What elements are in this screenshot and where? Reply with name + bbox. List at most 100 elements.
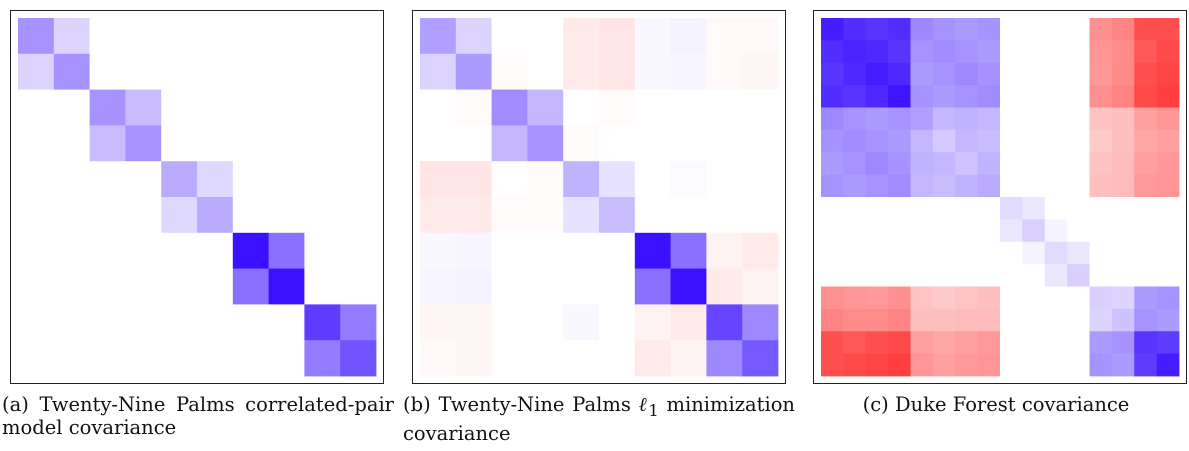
heatmap-cell	[527, 89, 564, 126]
heatmap-cell	[1156, 107, 1180, 131]
heatmap-cell	[197, 18, 234, 55]
heatmap-cell	[821, 219, 844, 243]
heatmap-cell	[599, 268, 636, 305]
heatmap-cell	[742, 232, 779, 269]
heatmap-cell	[865, 129, 889, 153]
heatmap-cell	[340, 268, 377, 305]
heatmap-cell	[843, 331, 867, 355]
heatmap-cell	[1000, 308, 1023, 332]
heatmap-cell	[1044, 152, 1068, 176]
heatmap-cell	[910, 152, 934, 176]
heatmap-cell	[888, 85, 911, 108]
heatmap-cell	[1044, 62, 1068, 86]
heatmap-cell	[599, 161, 636, 198]
heatmap-cell	[1134, 308, 1158, 332]
heatmap-cell	[932, 331, 956, 355]
heatmap-cell	[821, 331, 844, 355]
heatmap-a	[10, 10, 384, 384]
heatmap-frame	[813, 10, 1187, 384]
heatmap-cell	[53, 232, 90, 269]
heatmap-cell	[563, 53, 600, 90]
heatmap-cell	[865, 174, 889, 198]
heatmap-cell	[1022, 331, 1046, 355]
heatmap-cell	[455, 340, 492, 377]
heatmap-cell	[865, 85, 889, 108]
heatmap-cell	[527, 53, 564, 90]
heatmap-cell	[1022, 353, 1046, 377]
heatmap-cell	[1156, 331, 1180, 355]
heatmap-cell	[1089, 353, 1113, 377]
heatmap-cell	[977, 353, 1001, 377]
heatmap-c	[813, 10, 1187, 384]
heatmap-cell	[125, 340, 162, 377]
heatmap-cell	[599, 18, 636, 55]
heatmap-cell	[821, 18, 844, 41]
heatmap-cell	[420, 268, 457, 305]
heatmap-cell	[932, 286, 956, 310]
heatmap-cell	[563, 125, 600, 162]
heatmap-cell	[670, 197, 707, 234]
heatmap-cell	[89, 197, 126, 234]
heatmap-cell	[706, 18, 743, 55]
heatmap-cell	[1111, 331, 1135, 355]
heatmap-cell	[706, 340, 743, 377]
heatmap-cell	[1044, 264, 1068, 287]
heatmap-cell	[18, 232, 55, 269]
heatmap-cell	[527, 340, 564, 377]
heatmap-cell	[491, 161, 528, 198]
heatmap-cell	[1022, 18, 1046, 41]
heatmap-cell	[843, 18, 867, 41]
heatmap-cell	[161, 232, 198, 269]
heatmap-cell	[599, 232, 636, 269]
heatmap-cell	[340, 197, 377, 234]
heatmap-cell	[1089, 18, 1113, 41]
heatmap-cell	[977, 219, 1001, 243]
heatmap-cell	[955, 18, 979, 41]
heatmap-cell	[1134, 241, 1158, 265]
heatmap-cell	[1067, 353, 1090, 377]
heatmap-cell	[1156, 308, 1180, 332]
heatmap-cell	[910, 353, 934, 377]
heatmap-cell	[706, 89, 743, 126]
heatmap-cell	[821, 353, 844, 377]
heatmap-cell	[455, 89, 492, 126]
heatmap-cell	[1111, 107, 1135, 131]
heatmap-cell	[1111, 62, 1135, 86]
heatmap-cell	[1000, 129, 1023, 153]
heatmap-cell	[843, 107, 867, 131]
heatmap-cell	[420, 89, 457, 126]
heatmap-cell	[1067, 152, 1090, 176]
heatmap-cell	[491, 89, 528, 126]
heatmap-cell	[599, 53, 636, 90]
heatmap-cell	[1067, 129, 1090, 153]
heatmap-cell	[932, 85, 956, 108]
heatmap-cell	[955, 264, 979, 287]
heatmap-cell	[910, 107, 934, 131]
heatmap-cell	[563, 18, 600, 55]
heatmap-cell	[977, 308, 1001, 332]
heatmap-cell	[706, 125, 743, 162]
heatmap-cell	[977, 107, 1001, 131]
heatmap-panel-a	[10, 10, 384, 384]
caption-a-label: (a)	[2, 393, 29, 416]
heatmap-cell	[910, 197, 934, 220]
heatmap-cell	[1022, 85, 1046, 108]
heatmap-cell	[634, 89, 671, 126]
heatmap-cell	[955, 85, 979, 108]
heatmap-cell	[232, 340, 269, 377]
heatmap-cell	[1134, 129, 1158, 153]
heatmap-cell	[821, 129, 844, 153]
heatmap-cell	[304, 197, 341, 234]
heatmap-cell	[1044, 107, 1068, 131]
heatmap-cell	[491, 232, 528, 269]
heatmap-cell	[197, 161, 234, 198]
heatmap-cell	[1134, 18, 1158, 41]
heatmap-cell	[634, 232, 671, 269]
heatmap-cell	[1044, 129, 1068, 153]
heatmap-cell	[232, 53, 269, 90]
heatmap-cell	[977, 152, 1001, 176]
heatmap-cell	[955, 174, 979, 198]
heatmap-cell	[125, 18, 162, 55]
heatmap-cell	[527, 232, 564, 269]
heatmap-cell	[932, 219, 956, 243]
